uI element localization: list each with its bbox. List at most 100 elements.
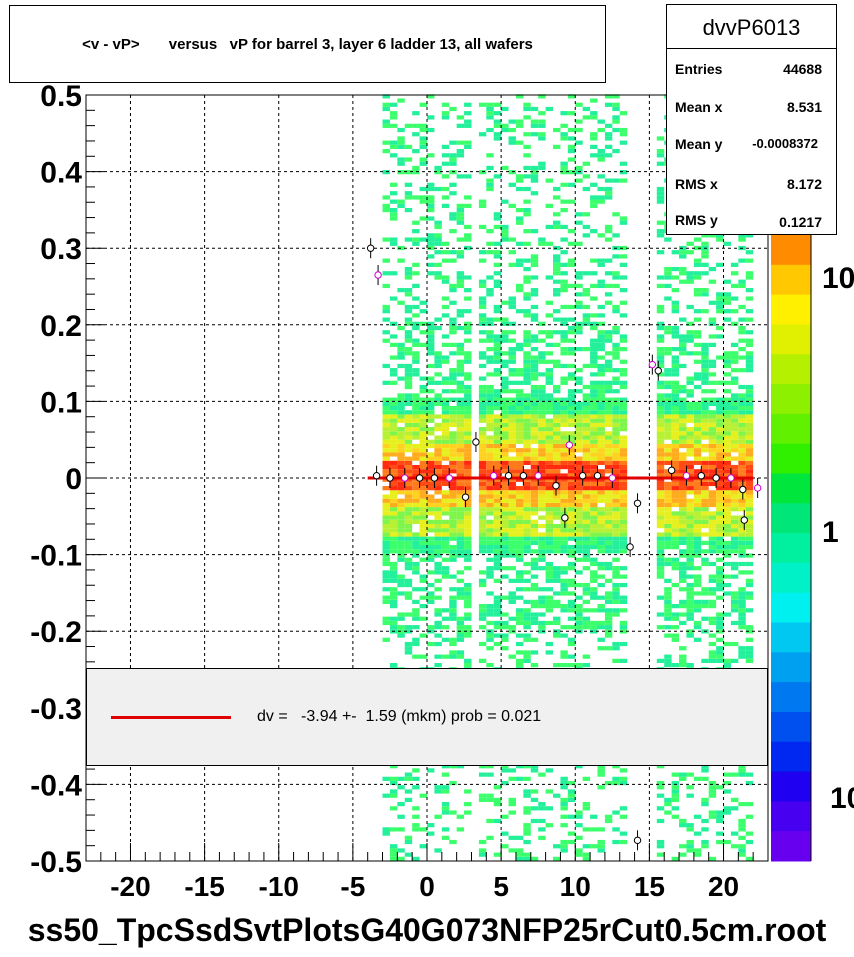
heat-cell [604, 178, 613, 183]
heat-cell [553, 224, 561, 230]
heat-cell [412, 637, 420, 642]
heat-cell [427, 195, 435, 200]
heat-cell [530, 587, 539, 592]
heat-cell [404, 384, 413, 390]
heat-cell [656, 507, 665, 512]
heat-cell [612, 646, 620, 651]
heat-cell [427, 389, 435, 394]
heat-cell [456, 414, 465, 419]
heat-cell [679, 599, 687, 605]
profile-point [374, 271, 382, 279]
heat-cell [508, 456, 516, 461]
heat-cell [575, 431, 583, 436]
heat-cell [441, 464, 450, 470]
heat-cell [723, 780, 731, 786]
heat-cell [723, 422, 731, 428]
heat-cell [604, 511, 613, 516]
heat-cell [656, 410, 665, 415]
heat-cell [419, 401, 427, 406]
heat-cell [708, 498, 717, 503]
heat-cell [590, 427, 598, 432]
heat-cell [464, 515, 472, 520]
heat-cell [382, 106, 390, 112]
heat-cell [530, 549, 539, 554]
heat-cell [567, 498, 576, 503]
heat-cell [738, 477, 746, 482]
heat-cell [738, 481, 746, 487]
heat-cell [723, 241, 731, 246]
heat-cell [545, 330, 554, 335]
heat-cell [738, 654, 746, 659]
heat-cell [656, 347, 665, 352]
heat-cell [723, 363, 731, 369]
heat-cell [716, 460, 724, 465]
heat-cell [434, 785, 442, 790]
heat-cell [404, 498, 413, 503]
heat-cell [538, 123, 546, 128]
x-tick-label: 10 [560, 871, 591, 902]
heat-cell [738, 587, 746, 592]
heat-cell [434, 372, 442, 377]
heat-cell [493, 498, 502, 503]
heat-cell [664, 578, 672, 583]
heat-cell [523, 587, 531, 592]
palette-swatch [771, 294, 811, 325]
heat-cell [582, 608, 591, 613]
heat-cell [664, 595, 672, 600]
heat-cell [590, 561, 598, 567]
heat-cell [412, 427, 420, 432]
heat-cell [515, 410, 524, 415]
heat-cell [604, 144, 613, 150]
heat-cell [730, 507, 739, 512]
heat-cell [730, 772, 739, 777]
heat-cell [582, 557, 591, 562]
heat-cell [486, 439, 494, 444]
heat-cell [456, 456, 465, 461]
heat-cell [515, 511, 524, 516]
heat-cell [597, 321, 605, 326]
heat-cell [382, 528, 390, 533]
heat-cell [397, 578, 405, 583]
heat-cell [530, 620, 539, 626]
heat-cell [404, 304, 413, 310]
heat-cell [716, 620, 724, 626]
heat-cell [597, 827, 605, 832]
heat-cell [671, 418, 680, 423]
heat-cell [567, 127, 576, 133]
profile-point [519, 472, 528, 480]
heat-cell [560, 317, 568, 322]
heat-cell [590, 271, 598, 276]
heat-cell [419, 464, 427, 470]
stat-label-mean-y: Mean y [675, 136, 723, 152]
heat-cell [604, 422, 613, 428]
heat-cell [501, 401, 509, 406]
heat-cell [745, 389, 754, 394]
heat-cell [671, 384, 680, 390]
heat-cell [427, 115, 435, 120]
heat-cell [619, 178, 628, 183]
heat-cell [671, 785, 680, 790]
heat-cell [456, 140, 465, 145]
heat-cell [560, 633, 568, 638]
heat-cell [686, 351, 694, 356]
heat-cell [553, 460, 561, 465]
heat-cell [412, 271, 420, 276]
heat-cell [486, 165, 494, 171]
heat-cell [449, 389, 457, 394]
heat-cell [553, 418, 561, 423]
heat-cell [515, 309, 524, 314]
heat-cell [397, 802, 405, 807]
heat-cell [686, 271, 694, 276]
heat-cell [538, 464, 546, 470]
heat-cell [745, 460, 754, 465]
heat-cell [464, 422, 472, 428]
heat-cell [434, 654, 442, 659]
heat-cell [523, 481, 531, 487]
heat-cell [434, 486, 442, 491]
heat-cell [419, 490, 427, 495]
heat-cell [412, 545, 420, 550]
heat-cell [679, 612, 687, 617]
heat-cell [604, 481, 613, 487]
heat-cell [545, 502, 554, 508]
heat-cell [456, 212, 465, 217]
